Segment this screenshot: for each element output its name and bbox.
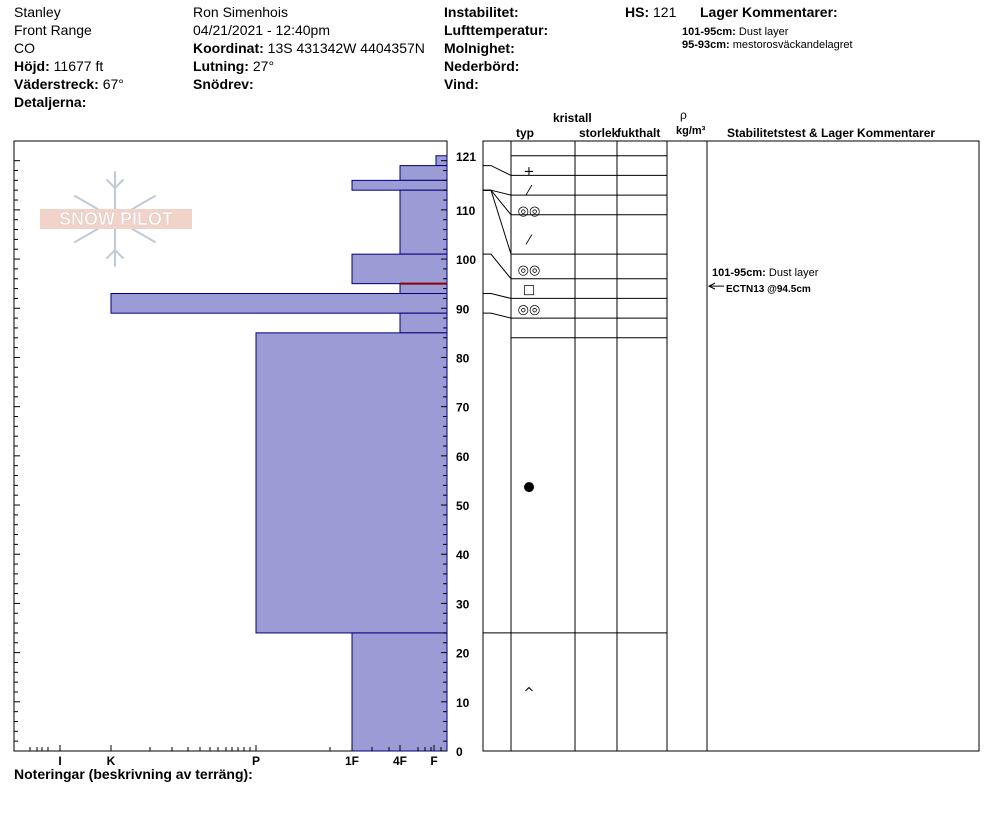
strat-connector-101 — [483, 189, 512, 255]
instability-label: Instabilitet: — [444, 4, 519, 20]
grain-type-symbol-6: □ — [523, 283, 535, 298]
hardness-bar-6 — [399, 283, 448, 294]
y-tick-label-60: 60 — [456, 450, 470, 464]
type-header: typ — [516, 126, 534, 140]
grain-type-symbol-1: + — [524, 165, 535, 180]
density-symbol: ρ — [680, 108, 687, 122]
coordinate-row: Koordinat: 13S 431342W 4404357N — [193, 40, 425, 56]
size-header: storlek — [579, 126, 619, 140]
x-tick-label-4F: 4F — [393, 754, 407, 768]
elevation-label: Höjd: — [14, 58, 50, 74]
clouds-label: Molnighet: — [444, 40, 515, 56]
slope-row: Lutning: 27° — [193, 58, 274, 74]
x-tick-label-1F: 1F — [345, 754, 359, 768]
y-tick-label-0: 0 — [456, 745, 463, 759]
air-temp-label: Lufttemperatur: — [444, 22, 549, 38]
stability-layer-range: 101-95cm: — [712, 267, 766, 279]
hs-label: HS: — [625, 4, 650, 20]
wind-label: Vind: — [444, 76, 479, 92]
snowpilot-logo: SNOW PILOT — [40, 171, 192, 267]
layer-comment-2: 95-93cm: mestorosväckandelagret — [682, 37, 853, 53]
grain-type-symbol-9: ^ — [524, 686, 535, 701]
strat-connector-92 — [483, 293, 512, 299]
elevation-row: Höjd: 11677 ft — [14, 58, 103, 74]
elevation-value: 11677 ft — [53, 58, 104, 74]
strat-connector-88 — [483, 312, 512, 319]
snowpilot-logo-text: SNOW PILOT — [59, 209, 173, 229]
y-tick-label-20: 20 — [456, 647, 470, 661]
y-tick-label-90: 90 — [456, 302, 470, 316]
y-tick-label-80: 80 — [456, 351, 470, 365]
layer-comment-1: 101-95cm: Dust layer — [682, 24, 788, 40]
strat-connector-117 — [483, 165, 512, 176]
x-tick-label-K: K — [107, 754, 116, 768]
hs-value: 121 — [653, 4, 677, 20]
y-tick-label-10: 10 — [456, 696, 470, 710]
hardness-bar-10 — [351, 632, 448, 752]
coordinate-value: 13S 431342W 4404357N — [267, 40, 425, 56]
notes-label: Noteringar (beskrivning av terräng): — [14, 766, 253, 782]
layer-comments-title: Lager Kommentarer: — [700, 4, 838, 20]
location-range: Front Range — [14, 22, 92, 38]
y-tick-label-100: 100 — [456, 253, 476, 267]
grain-type-symbol-8: ● — [523, 479, 534, 494]
y-tick-label-110: 110 — [456, 204, 476, 218]
stability-test-arrow — [707, 282, 724, 290]
layer-comment-1-text: Dust layer — [738, 26, 789, 38]
hardness-bar-9 — [255, 332, 448, 634]
hardness-bar-7 — [110, 293, 448, 314]
y-tick-label-40: 40 — [456, 548, 470, 562]
observation-datetime: 04/21/2021 - 12:40pm — [193, 22, 330, 38]
slope-value: 27° — [252, 58, 275, 74]
crystal-header: kristall — [553, 111, 592, 125]
layer-comment-2-range: 95-93cm: — [682, 39, 730, 51]
x-tick-label-F: F — [430, 754, 437, 768]
stability-test-result: ECTN13 @94.5cm — [726, 284, 811, 295]
strat-table-frame — [482, 140, 980, 752]
precip-label: Nederbörd: — [444, 58, 520, 74]
drift-label: Snödrev: — [193, 76, 254, 92]
grain-type-symbol-4: ⁄ — [525, 233, 533, 248]
location-name: Stanley — [14, 4, 61, 20]
moisture-header: fukthalt — [617, 126, 661, 140]
y-tick-label-50: 50 — [456, 499, 470, 513]
aspect-value: 67° — [102, 76, 124, 92]
stability-layer-text: Dust layer — [768, 267, 819, 279]
layer-comment-2-text: mestorosväckandelagret — [732, 39, 853, 51]
location-state: CO — [14, 40, 35, 56]
grain-type-symbol-3: ◎◎ — [518, 204, 541, 219]
grain-type-symbol-5: ◎◎ — [518, 263, 541, 278]
hs-row: HS: 121 — [625, 4, 676, 20]
aspect-row: Väderstreck: 67° — [14, 76, 124, 92]
x-tick-label-I: I — [58, 754, 61, 768]
stability-header: Stabilitetstest & Lager Kommentarer — [727, 126, 936, 140]
strat-connector-113 — [483, 189, 512, 196]
x-tick-label-P: P — [252, 754, 260, 768]
coordinate-label: Koordinat: — [193, 40, 264, 56]
layer-comment-1-range: 101-95cm: — [682, 26, 736, 38]
hardness-bar-3 — [351, 179, 448, 191]
grain-type-symbol-7: ◎◎ — [518, 302, 541, 317]
grain-type-symbol-2: ⁄ — [525, 184, 533, 199]
y-tick-label-30: 30 — [456, 597, 470, 611]
slope-label: Lutning: — [193, 58, 249, 74]
observer-name: Ron Simenhois — [193, 4, 288, 20]
aspect-label: Väderstreck: — [14, 76, 99, 92]
hardness-bar-2 — [399, 165, 448, 181]
hardness-bar-4 — [399, 189, 448, 255]
y-tick-label-121: 121 — [456, 150, 476, 164]
density-unit: kg/m³ — [676, 125, 706, 137]
strat-connector-96 — [483, 253, 512, 280]
hardness-bar-5 — [351, 253, 448, 285]
hardness-bar-8 — [399, 312, 448, 334]
details-label: Detaljerna: — [14, 94, 87, 110]
stability-layer-comment: 101-95cm: Dust layer — [712, 265, 818, 281]
y-tick-label-70: 70 — [456, 401, 470, 415]
